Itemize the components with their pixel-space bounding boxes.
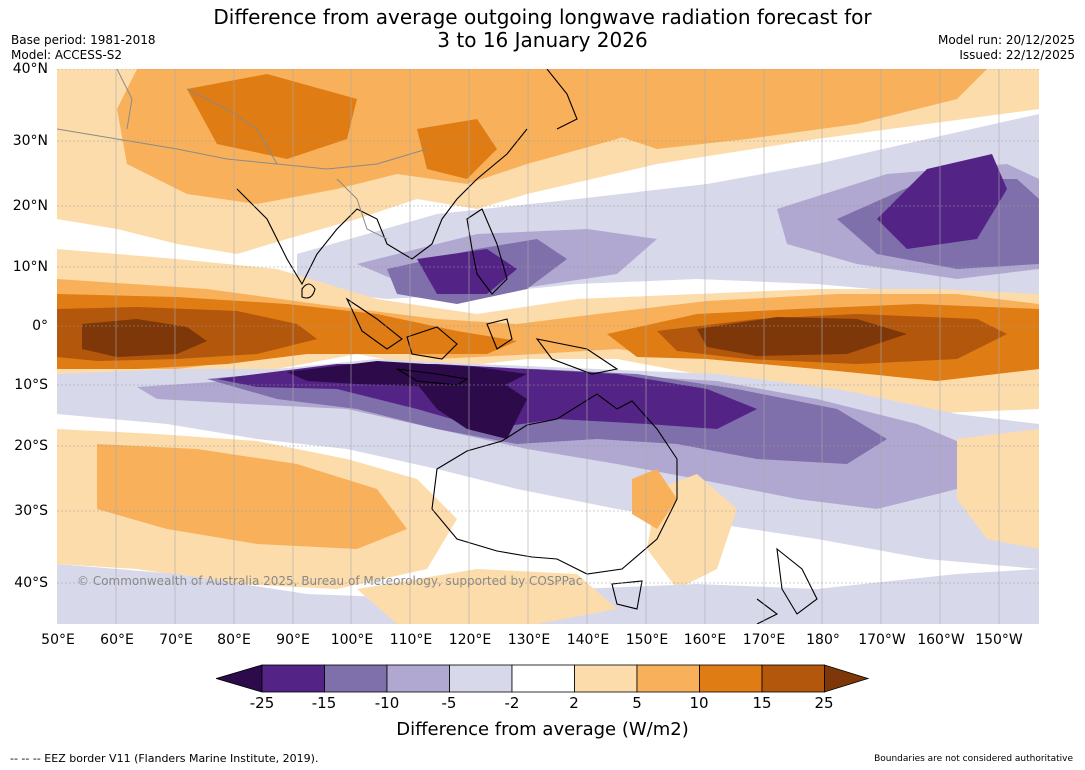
- lon-label: 150°E: [625, 632, 669, 648]
- lon-label: 50°E: [41, 632, 75, 648]
- anomaly-negative-scs-core: [417, 249, 517, 294]
- philippines-coastline: [466, 208, 508, 295]
- japan-coastline: [546, 69, 578, 130]
- colorbar-segment: [386, 664, 450, 693]
- anomaly-positive-central-australia: [632, 469, 677, 529]
- lon-label: 110°E: [389, 632, 433, 648]
- lon-label: 60°E: [100, 632, 134, 648]
- colorbar-tick-label: -15: [311, 694, 337, 712]
- new-zealand-south-coastline: [756, 598, 779, 624]
- lon-label: 100°E: [330, 632, 374, 648]
- country-borders: [57, 69, 428, 240]
- colorbar-tick-label: 5: [632, 694, 642, 712]
- tasmania-coastline: [611, 580, 643, 610]
- meta-left: Base period: 1981-2018 Model: ACCESS-S2: [11, 33, 156, 63]
- lon-label: 170°W: [858, 632, 906, 648]
- lon-label: 180°: [806, 632, 840, 648]
- colorbar-segment: [324, 664, 388, 693]
- anomaly-positive-south-indian-core: [97, 444, 407, 549]
- lat-label: 20°S: [14, 438, 48, 454]
- lat-label: 0°: [32, 318, 48, 334]
- colorbar-segment: [636, 664, 700, 693]
- model-name: Model: ACCESS-S2: [11, 48, 123, 62]
- asia-south-coastline: [236, 128, 528, 286]
- lat-label: 30°S: [14, 503, 48, 519]
- java-coastline: [396, 368, 469, 386]
- lon-label: 80°E: [217, 632, 251, 648]
- eez-note: -- -- -- EEZ border V11 (Flanders Marine…: [10, 752, 319, 765]
- colorbar-tick-label: -25: [249, 694, 275, 712]
- map-title-line-1: Difference from average outgoing longwav…: [213, 5, 872, 29]
- colorbar-segment: [261, 664, 325, 693]
- australia-coastline: [431, 393, 678, 575]
- colorbar-segment: [761, 664, 825, 693]
- colorbar-tick-label: -10: [374, 694, 400, 712]
- new-zealand-north-coastline: [776, 547, 818, 615]
- lat-label: 10°N: [12, 259, 48, 275]
- anomaly-tibet: [187, 74, 357, 159]
- lon-label: 140°E: [566, 632, 610, 648]
- sri-lanka-coastline: [301, 283, 316, 299]
- lon-label: 150°W: [975, 632, 1023, 648]
- lat-label: 30°N: [12, 133, 48, 149]
- colorbar-segment: [449, 664, 513, 693]
- borneo-coastline: [406, 326, 458, 360]
- lon-label: 160°E: [683, 632, 727, 648]
- anomaly-positive-south-pacific-east: [957, 429, 1039, 549]
- sulawesi-coastline: [486, 318, 513, 350]
- lat-label: 40°S: [14, 575, 48, 591]
- sumatra-coastline: [345, 297, 403, 350]
- anomaly-negative-timor-sea-max: [417, 379, 527, 439]
- colorbar-segment: [216, 664, 263, 693]
- anomaly-positive-west-pacific-max: [697, 317, 907, 356]
- colorbar-segment: [511, 664, 575, 693]
- colorbar-segment: [574, 664, 638, 693]
- anomaly-positive-east-asia: [577, 69, 987, 149]
- lon-label: 160°W: [917, 632, 965, 648]
- base-period: Base period: 1981-2018: [11, 33, 156, 47]
- colorbar-title: Difference from average (W/m2): [396, 719, 689, 740]
- boundary-disclaimer: Boundaries are not considered authoritat…: [874, 754, 1073, 764]
- anomaly-china: [417, 119, 497, 179]
- lat-label: 40°N: [12, 61, 48, 77]
- lon-label: 90°E: [276, 632, 310, 648]
- map-title-line-2: 3 to 16 January 2026: [437, 28, 648, 52]
- colorbar: [216, 664, 870, 693]
- issued-date: Issued: 22/12/2025: [959, 48, 1075, 62]
- model-run: Model run: 20/12/2025: [937, 33, 1075, 47]
- anomaly-positive-indian-ocean-max: [82, 319, 207, 357]
- lon-gridlines: [115, 69, 1000, 624]
- colorbar-tick-label: -5: [441, 694, 457, 712]
- lat-label: 20°N: [12, 198, 48, 214]
- olr-anomaly-map: [57, 69, 1039, 624]
- map-copyright: © Commonwealth of Australia 2025, Bureau…: [77, 574, 583, 588]
- lon-label: 120°E: [448, 632, 492, 648]
- lon-label: 70°E: [159, 632, 193, 648]
- lat-label: 10°S: [14, 377, 48, 393]
- colorbar-segment: [824, 664, 870, 693]
- colorbar-tick-label: 25: [814, 694, 834, 712]
- colorbar-segment: [699, 664, 763, 693]
- colorbar-tick-label: 10: [689, 694, 709, 712]
- meta-right: Model run: 20/12/2025 Issued: 22/12/2025: [938, 33, 1075, 63]
- colorbar-tick-label: 15: [752, 694, 772, 712]
- anomaly-negative-hawaii: [877, 154, 1007, 249]
- coastlines: [236, 69, 818, 624]
- new-guinea-coastline: [535, 338, 619, 375]
- colorbar-tick-label: -2: [504, 694, 520, 712]
- lon-label: 130°E: [507, 632, 551, 648]
- lon-label: 170°E: [742, 632, 786, 648]
- colorbar-tick-label: 2: [569, 694, 579, 712]
